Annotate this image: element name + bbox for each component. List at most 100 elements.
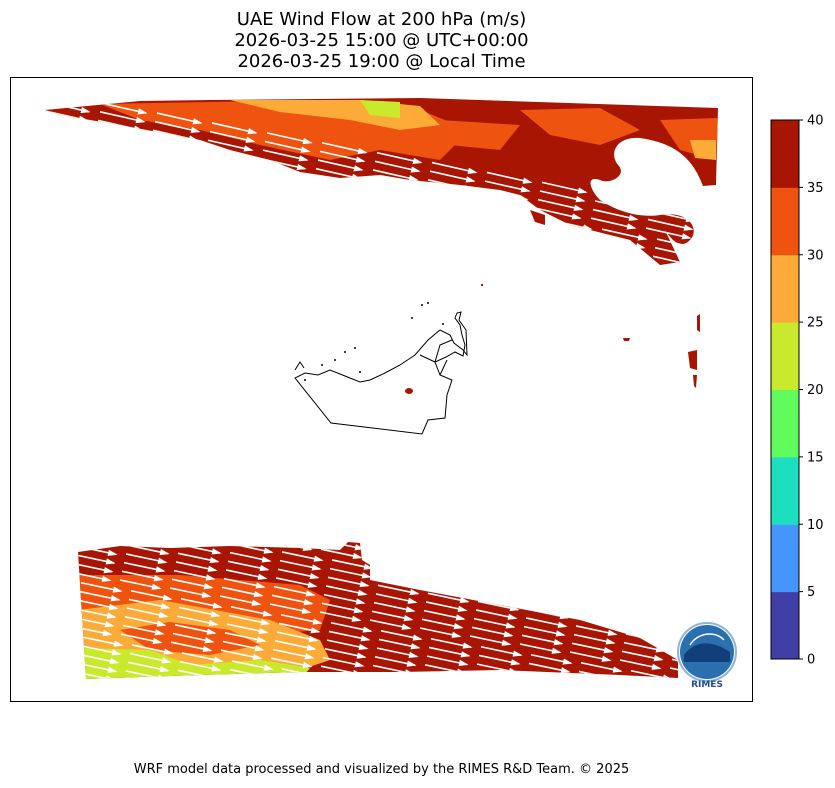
- colorbar-tick-label: 10: [807, 518, 824, 533]
- wind-streamline: [106, 139, 153, 152]
- wind-streamline: [491, 208, 538, 221]
- wind-streamline: [530, 718, 570, 726]
- wind-streamline: [473, 681, 513, 689]
- wind-streamline: [601, 228, 648, 241]
- wind-streamline: [376, 332, 420, 342]
- wind-streamline: [380, 315, 424, 325]
- svg-text:RIMES: RIMES: [691, 680, 723, 690]
- wind-streamline: [154, 237, 201, 250]
- wind-streamline: [481, 315, 525, 325]
- wind-streamline: [422, 555, 465, 567]
- wind-streamline: [675, 705, 715, 713]
- wind-streamline: [178, 606, 221, 618]
- wind-streamline: [481, 251, 528, 264]
- wind-streamline: [597, 245, 644, 258]
- wind-streamline: [595, 318, 639, 328]
- wind-streamline: [71, 509, 111, 517]
- wind-streamline: [576, 743, 616, 751]
- wind-streamline: [539, 190, 586, 203]
- wind-streamline: [574, 752, 614, 760]
- wind-streamline: [224, 632, 267, 643]
- wind-streamline: [323, 314, 367, 324]
- wind-streamline: [541, 181, 588, 194]
- wind-streamline: [619, 659, 662, 670]
- wind-streamline: [101, 102, 148, 115]
- wind-streamline: [648, 336, 692, 346]
- wind-streamline: [103, 274, 147, 284]
- wind-streamline: [595, 254, 642, 265]
- wind-streamline: [211, 239, 258, 252]
- wind-streamline: [374, 160, 421, 173]
- wind-streamline: [474, 736, 514, 744]
- wind-streamline: [326, 639, 369, 651]
- wind-streamline: [97, 236, 144, 249]
- wind-streamline: [271, 594, 314, 606]
- wind-streamline: [519, 643, 562, 654]
- wind-streamline: [80, 529, 120, 537]
- wind-streamline: [575, 625, 618, 636]
- wind-streamline: [45, 163, 90, 177]
- wind-streamline: [46, 209, 93, 222]
- wind-streamline: [380, 251, 427, 264]
- wind-streamline: [487, 225, 534, 238]
- wind-streamline: [376, 647, 419, 659]
- wind-patches: [405, 210, 700, 394]
- wind-streamline: [485, 298, 529, 308]
- wind-streamline: [380, 629, 423, 641]
- wind-streamline: [428, 710, 468, 718]
- wind-streamline: [150, 138, 197, 151]
- wind-streamline: [710, 375, 754, 385]
- wind-streamline: [426, 305, 470, 315]
- wind-streamline: [127, 544, 170, 556]
- wind-streamline: [430, 702, 470, 710]
- wind-streamline: [623, 641, 666, 653]
- wind-streamline: [324, 187, 371, 200]
- wind-streamline: [381, 567, 424, 578]
- wind-streamline: [281, 732, 321, 740]
- wind-streamline: [371, 610, 414, 622]
- wind-streamline: [378, 260, 424, 265]
- wind-streamline: [46, 98, 93, 105]
- wind-streamline: [209, 247, 256, 260]
- wind-streamline: [331, 740, 371, 748]
- wind-streamline: [220, 713, 260, 721]
- wind-streamline: [673, 713, 713, 721]
- wind-streamline: [324, 712, 364, 720]
- wind-streamline: [520, 580, 563, 592]
- wind-streamline: [572, 579, 615, 591]
- wind-streamline: [223, 524, 263, 532]
- wind-streamline: [472, 563, 515, 575]
- wind-streamline: [535, 271, 579, 281]
- wind-streamline: [220, 542, 263, 544]
- wind-streamline: [669, 667, 678, 678]
- wind-streamline: [261, 276, 305, 286]
- wind-streamline: [711, 248, 718, 260]
- wind-streamline: [99, 111, 146, 124]
- wind-streamline: [317, 159, 364, 172]
- wind-streamline: [430, 288, 474, 298]
- wind-streamline: [268, 304, 312, 314]
- wind-streamline: [600, 355, 644, 365]
- wind-streamline: [381, 748, 421, 756]
- wind-streamline: [380, 694, 420, 702]
- wind-streamline: [45, 181, 86, 194]
- wind-streamline: [127, 661, 170, 673]
- wind-streamline: [427, 592, 470, 604]
- wind-streamline: [318, 277, 362, 287]
- wind-streamline: [369, 240, 416, 253]
- wind-streamline: [149, 201, 196, 214]
- wind-streamline: [156, 229, 203, 242]
- wind-streamline: [264, 257, 311, 265]
- wind-streamline: [211, 122, 258, 135]
- wind-streamline: [631, 607, 674, 618]
- wind-streamline: [131, 644, 174, 655]
- wind-streamline: [316, 222, 363, 235]
- wind-streamline: [224, 696, 264, 704]
- wind-streamline: [207, 256, 254, 265]
- wind-streamline: [531, 591, 574, 602]
- wind-streamline: [429, 583, 472, 595]
- colorbar-bin: [771, 120, 799, 188]
- wind-streamline: [171, 578, 214, 590]
- wind-streamline: [672, 595, 678, 606]
- wind-streamline: [578, 734, 618, 742]
